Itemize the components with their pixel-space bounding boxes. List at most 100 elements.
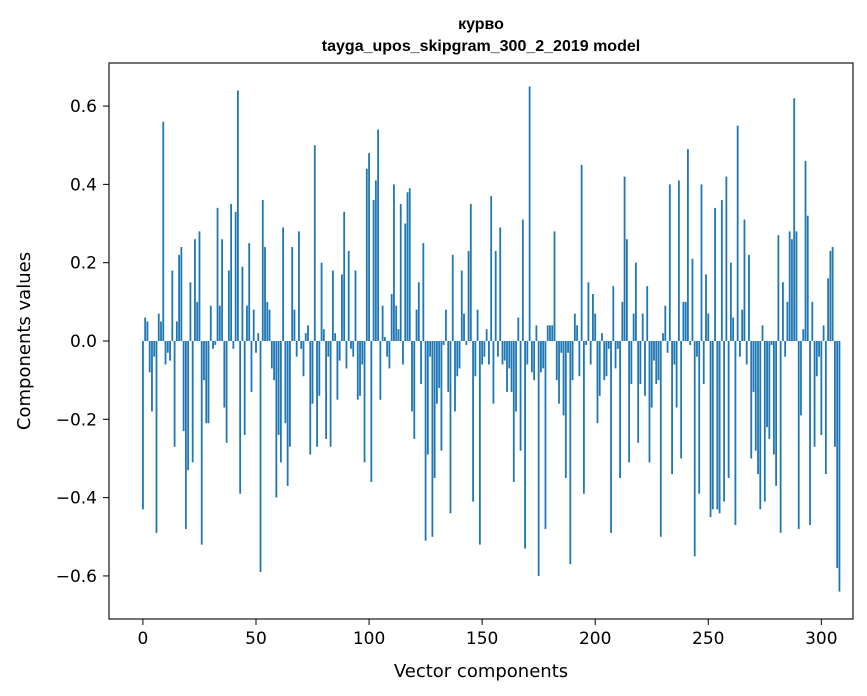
- bar: [772, 341, 775, 455]
- bar: [218, 305, 221, 341]
- bar: [540, 341, 542, 373]
- bar: [212, 341, 214, 349]
- bar: [668, 184, 671, 341]
- bar: [221, 239, 223, 341]
- bar: [436, 341, 438, 404]
- bar: [279, 341, 282, 463]
- bar: [698, 341, 701, 494]
- bar: [549, 325, 551, 341]
- bar: [198, 231, 201, 341]
- bar: [316, 341, 318, 447]
- bar: [264, 247, 266, 341]
- bar: [517, 317, 520, 341]
- bar: [413, 341, 416, 439]
- bar: [786, 301, 789, 341]
- bar: [246, 305, 248, 341]
- bar: [711, 341, 714, 510]
- bar: [146, 321, 149, 341]
- bar: [399, 203, 402, 341]
- bar: [653, 341, 655, 361]
- bar: [209, 305, 212, 341]
- bar: [605, 341, 608, 377]
- bar: [646, 286, 649, 341]
- bar: [601, 333, 603, 341]
- bar: [748, 254, 750, 341]
- bar: [682, 301, 685, 341]
- bar: [157, 313, 160, 341]
- bar: [216, 207, 219, 341]
- bar: [558, 341, 560, 404]
- bar: [723, 341, 726, 502]
- bar: [655, 341, 658, 385]
- bar: [594, 313, 597, 341]
- bar: [596, 341, 599, 424]
- bar: [426, 341, 429, 455]
- bar: [257, 333, 260, 341]
- bar: [813, 341, 816, 447]
- x-tick-label: 100: [353, 629, 385, 649]
- bar: [449, 341, 452, 514]
- bar: [230, 203, 233, 341]
- bar: [589, 341, 592, 365]
- bar: [603, 341, 606, 381]
- bar: [497, 341, 499, 357]
- bar: [311, 341, 314, 404]
- bar: [512, 341, 515, 482]
- bar: [766, 341, 768, 428]
- bar: [834, 341, 836, 447]
- y-tick-label: −0.2: [56, 410, 97, 430]
- y-tick-label: −0.4: [56, 489, 97, 509]
- bar: [300, 341, 303, 349]
- bar: [768, 341, 771, 439]
- bar: [368, 153, 370, 341]
- bar: [709, 341, 712, 518]
- bar: [530, 341, 533, 373]
- bar: [160, 321, 162, 341]
- x-tick-label: 250: [692, 629, 724, 649]
- bar: [560, 341, 563, 353]
- bar: [205, 341, 208, 424]
- bar: [467, 250, 470, 341]
- bar: [318, 341, 321, 396]
- bar: [173, 341, 176, 447]
- bar: [718, 341, 721, 514]
- chart-title: курво: [458, 16, 504, 33]
- bar: [677, 180, 680, 341]
- bar: [284, 341, 287, 424]
- bar: [334, 333, 337, 341]
- bar: [673, 341, 676, 365]
- bar: [714, 207, 716, 341]
- bar: [598, 341, 601, 396]
- bar: [770, 341, 773, 345]
- bar: [573, 313, 576, 341]
- bar: [417, 282, 420, 341]
- x-tick-label: 200: [579, 629, 611, 649]
- bar: [696, 341, 698, 357]
- bar: [607, 341, 610, 349]
- bar: [184, 341, 187, 529]
- bar: [356, 341, 359, 400]
- bar: [508, 341, 511, 369]
- bar: [662, 333, 664, 341]
- bar: [343, 211, 346, 341]
- bar: [214, 341, 217, 345]
- bar: [585, 341, 588, 345]
- bar: [162, 121, 165, 341]
- bar: [616, 341, 619, 349]
- y-axis-label: Components values: [14, 252, 35, 430]
- bar: [580, 164, 583, 341]
- bar: [322, 329, 325, 341]
- y-tick-label: 0.2: [70, 254, 97, 274]
- x-axis-ticks: 0 50 100 150 200 250 300: [138, 619, 838, 649]
- plot-frame: [108, 62, 854, 620]
- bar: [639, 341, 642, 385]
- bar: [716, 341, 719, 510]
- bar: [657, 341, 660, 381]
- bar: [804, 160, 807, 341]
- bar: [761, 325, 764, 341]
- bar: [155, 341, 158, 533]
- bar: [576, 325, 579, 341]
- bar: [350, 341, 352, 349]
- bar: [302, 341, 305, 377]
